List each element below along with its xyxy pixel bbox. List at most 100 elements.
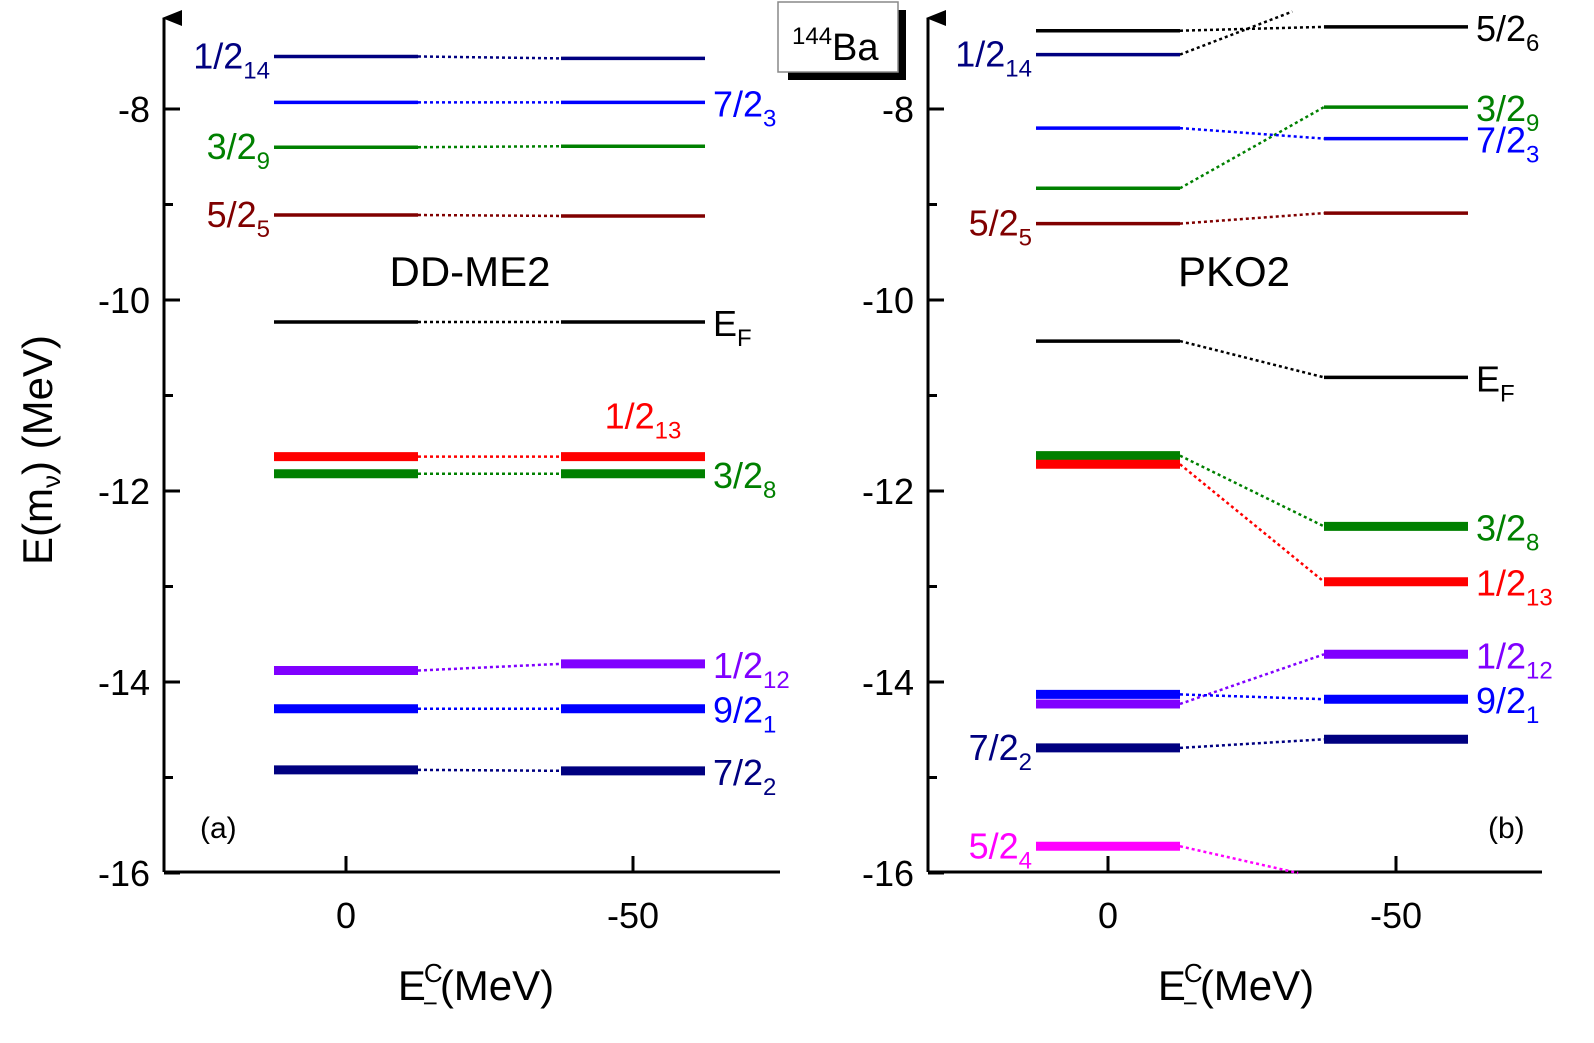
panel-b-axes: -8 -10 -12 -14 -16 0 -50 (862, 10, 1542, 936)
level-label-index: 3 (763, 105, 776, 132)
level-connector (417, 55, 562, 60)
level-label-index: 12 (1526, 657, 1553, 684)
y-axis-label-tail: ) (MeV) (14, 335, 61, 475)
level-label-index: 1 (1526, 702, 1539, 729)
panel-b-x-axis-label-tail: (MeV) (1200, 962, 1314, 1009)
nucleus-symbol: Ba (832, 27, 879, 69)
level-label-j: E (1476, 358, 1500, 399)
level-label-j: 9/2 (1476, 680, 1526, 721)
level-label-index: 5 (1019, 225, 1032, 252)
level-label: 9/21 (713, 690, 776, 739)
level-connector (1179, 126, 1325, 140)
y-tick-label: -16 (862, 853, 914, 894)
panel-b-connectors (1179, 10, 1325, 875)
level-label: EF (713, 303, 752, 352)
level-label-j: 7/2 (713, 752, 763, 793)
level-label-j: 1/2 (1476, 635, 1526, 676)
level-label: 1/212 (713, 645, 790, 694)
level-label-j: 1/2 (955, 34, 1005, 75)
level-label-index: 13 (655, 418, 682, 445)
level-label: 3/28 (713, 455, 776, 504)
panel-a-axes: -8 -10 -12 -14 -16 0 -50 (98, 10, 780, 936)
level-label-j: 3/2 (1476, 507, 1526, 548)
level-label: 7/22 (713, 752, 776, 801)
y-tick-label: -10 (862, 280, 914, 321)
level-label-index: F (737, 325, 752, 352)
x-tick-label: 0 (336, 895, 356, 936)
level-label-j: 7/2 (969, 727, 1019, 768)
y-tick-label: -10 (98, 280, 150, 321)
panel-a-x-axis-label-sub: − (423, 988, 438, 1018)
y-axis-label: E(mν) (MeV) (14, 335, 66, 565)
level-label-j: 7/2 (1476, 120, 1526, 161)
y-axis-label-sub: ν (36, 475, 66, 488)
panel-a-model-title: DD-ME2 (389, 248, 550, 295)
level-connector (1179, 211, 1325, 225)
level-label: 3/29 (1476, 88, 1539, 137)
x-tick-label: 0 (1098, 895, 1118, 936)
level-label-j: 1/2 (713, 645, 763, 686)
panel-b-tag: (b) (1488, 812, 1525, 845)
x-tick-label: -50 (607, 895, 659, 936)
level-connector (1179, 738, 1325, 750)
level-label-j: 3/2 (207, 126, 257, 167)
level-label-index: 6 (1526, 30, 1539, 57)
level-label-index: 8 (1526, 529, 1539, 556)
level-label-index: 2 (1019, 749, 1032, 776)
y-tick-label: -12 (98, 471, 150, 512)
level-label-j: 1/2 (605, 396, 655, 437)
x-tick-label: -50 (1370, 895, 1422, 936)
level-label-index: 12 (763, 667, 790, 694)
y-tick-label: -14 (98, 662, 150, 703)
level-label-j: 5/2 (207, 194, 257, 235)
nucleus-label-box (777, 1, 899, 73)
level-label: 5/24 (969, 825, 1032, 874)
panel-b-x-axis-label-sub: − (1183, 988, 1198, 1018)
panel-a-x-axis-label: EC −(MeV) (398, 958, 554, 1018)
level-label-j: 3/2 (713, 455, 763, 496)
level-label: 1/214 (193, 35, 270, 84)
level-label-index: 13 (1526, 585, 1553, 612)
y-tick-label: -8 (882, 89, 914, 130)
level-label-j: 5/2 (1476, 8, 1526, 49)
level-connector (417, 662, 562, 672)
level-connector (1179, 454, 1325, 528)
panel-a-x-axis-label-sup: C (424, 958, 443, 988)
level-connector (417, 768, 562, 773)
level-connector (1179, 10, 1293, 56)
level-label: 5/25 (207, 194, 270, 243)
level-connector (1179, 693, 1325, 701)
panel-a-levels (274, 54, 705, 776)
level-label-index: 2 (763, 774, 776, 801)
level-label: 7/22 (969, 727, 1032, 776)
nucleus-label-text: 144Ba (792, 23, 879, 69)
level-connector (1179, 845, 1299, 875)
nucleus-label: 144Ba (777, 1, 906, 80)
level-label-index: F (1500, 380, 1515, 407)
level-label-index: 8 (763, 477, 776, 504)
panel-b-model-title: PKO2 (1178, 248, 1290, 295)
level-label-j: 1/2 (193, 35, 243, 76)
level-label: 1/213 (605, 396, 682, 445)
panel-b-x-axis-label-main: E (1158, 962, 1186, 1009)
level-label-index: 9 (1526, 110, 1539, 137)
level-label: 7/23 (1476, 120, 1539, 169)
panel-a-tag: (a) (200, 812, 237, 845)
panel-b-levels (1036, 25, 1468, 851)
level-label-j: 5/2 (969, 825, 1019, 866)
panel-a-x-axis-label-tail: (MeV) (440, 962, 554, 1009)
y-tick-label: -14 (862, 662, 914, 703)
level-label: 3/28 (1476, 507, 1539, 556)
nucleus-mass-number: 144 (792, 23, 832, 50)
level-connector (1179, 463, 1325, 583)
panel-b-x-axis-label-sup: C (1184, 958, 1203, 988)
level-label-j: 5/2 (969, 203, 1019, 244)
level-label: 7/23 (713, 83, 776, 132)
level-connector (1179, 25, 1325, 32)
level-connector (1179, 106, 1325, 190)
level-connector (417, 213, 562, 218)
level-label-index: 9 (257, 148, 270, 175)
level-connector (1179, 339, 1325, 379)
panel-a-labels: 1/2147/233/295/25EF1/2133/281/2129/217/2… (193, 35, 790, 800)
panel-b-labels: 5/261/2143/297/235/25EF3/281/2131/2129/2… (955, 8, 1553, 874)
